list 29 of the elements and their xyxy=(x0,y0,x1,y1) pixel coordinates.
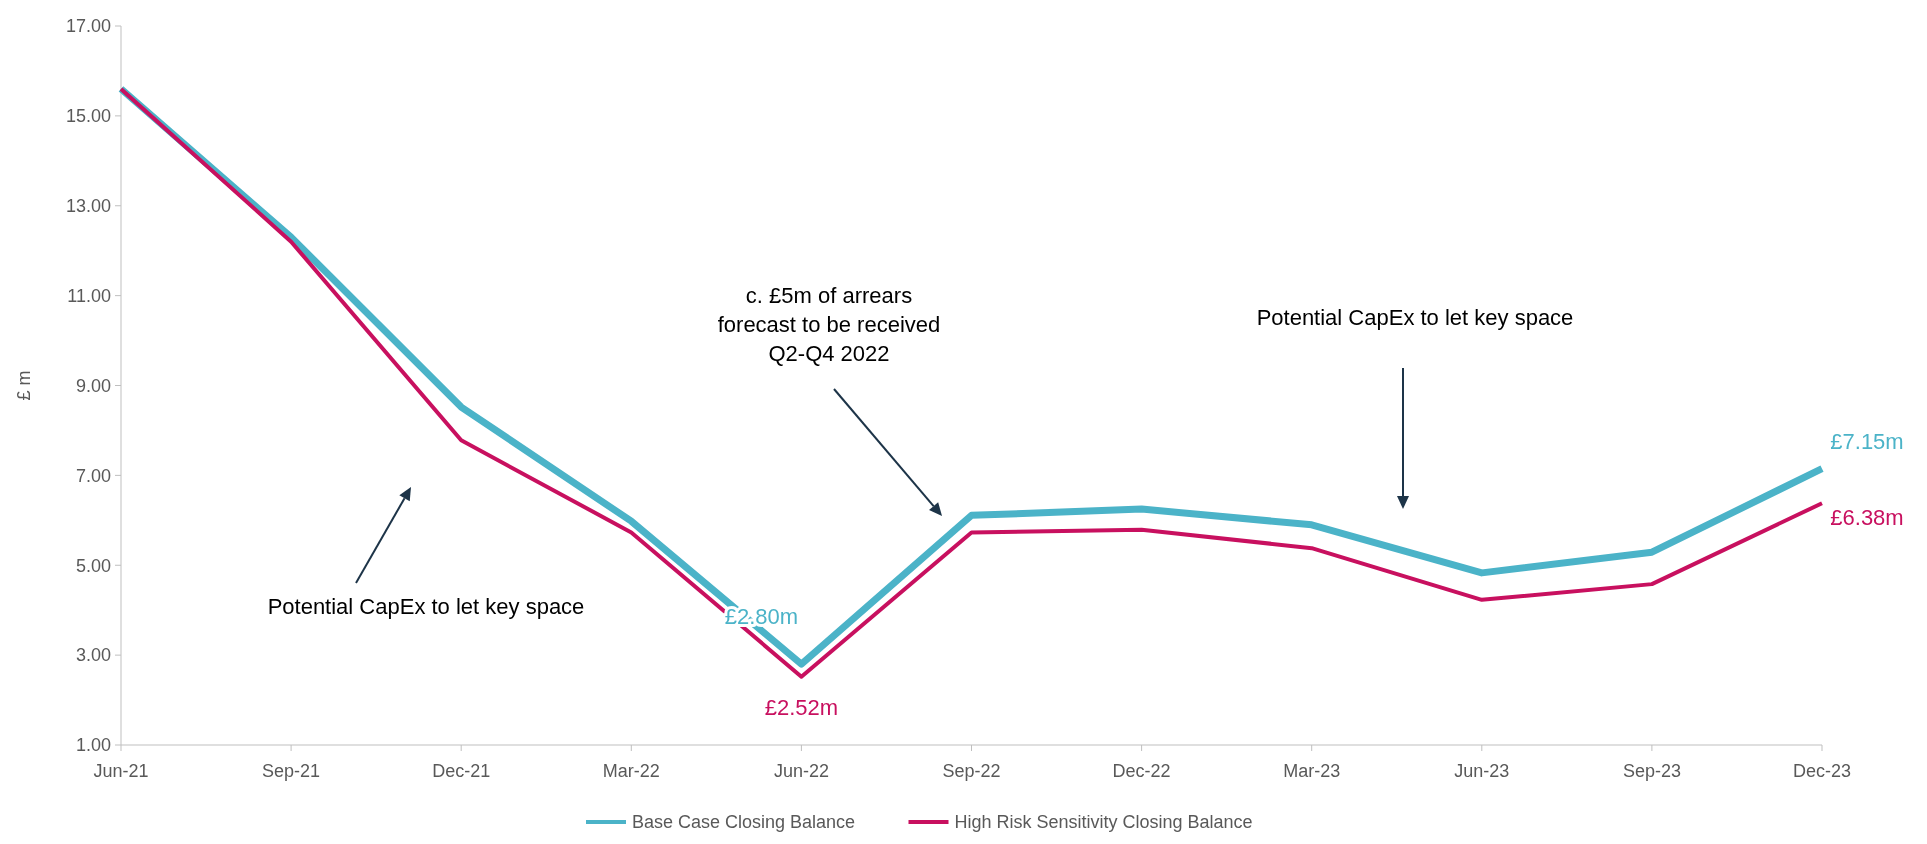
x-tick-label: Sep-22 xyxy=(942,761,1001,781)
annotation: c. £5m of arrears forecast to be received Q2-Q4 2022 xyxy=(717,283,941,366)
x-tick-label: Jun-21 xyxy=(93,761,149,781)
legend-label: Base Case Closing Balance xyxy=(632,812,856,832)
x-tick-label: Jun-23 xyxy=(1454,761,1510,781)
x-tick-label: Mar-22 xyxy=(602,761,660,781)
data-label: £7.15m xyxy=(1830,428,1904,454)
x-tick-label: Sep-21 xyxy=(262,761,321,781)
y-tick-label: 15.00 xyxy=(65,106,111,127)
y-tick-label: 5.00 xyxy=(75,555,111,576)
x-tick-label: Dec-21 xyxy=(432,761,491,781)
annotation: Potential CapEx to let key space xyxy=(1256,305,1574,330)
x-tick-label: Dec-23 xyxy=(1792,761,1852,781)
x-tick-label: Jun-22 xyxy=(773,761,829,781)
y-tick-label: 13.00 xyxy=(65,196,111,217)
x-tick-label: Sep-23 xyxy=(1622,761,1681,781)
y-tick-label: 1.00 xyxy=(75,735,111,756)
x-tick-label: Dec-22 xyxy=(1112,761,1171,781)
legend-label: High Risk Sensitivity Closing Balance xyxy=(954,812,1253,832)
y-tick-label: 11.00 xyxy=(67,285,111,306)
y-axis-title: £ m xyxy=(14,370,34,401)
data-label: £6.38m xyxy=(1830,505,1904,531)
y-tick-label: 9.00 xyxy=(75,375,111,396)
annotation: Potential CapEx to let key space xyxy=(267,594,585,619)
x-tick-label: Mar-23 xyxy=(1283,761,1341,781)
y-tick-label: 3.00 xyxy=(75,645,111,666)
y-tick-label: 7.00 xyxy=(75,465,111,486)
data-label: £2.52m xyxy=(764,694,839,720)
y-tick-label: 17.00 xyxy=(65,16,111,37)
